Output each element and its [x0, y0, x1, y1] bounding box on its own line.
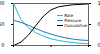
svg-text:100: 100 — [84, 53, 94, 54]
svg-text:50: 50 — [48, 53, 54, 54]
svg-text:0.5: 0.5 — [98, 21, 100, 27]
svg-text:50: 50 — [0, 21, 5, 27]
svg-text:100: 100 — [0, 0, 5, 6]
html-text:Rate: Rate — [64, 13, 74, 18]
svg-text:0: 0 — [98, 42, 100, 48]
svg-text:1: 1 — [98, 0, 100, 6]
html-text:Cumulative: Cumulative — [64, 23, 87, 28]
svg-text:0: 0 — [12, 53, 15, 54]
svg-text:0: 0 — [1, 42, 4, 48]
html-text:Pressure: Pressure — [64, 18, 82, 23]
